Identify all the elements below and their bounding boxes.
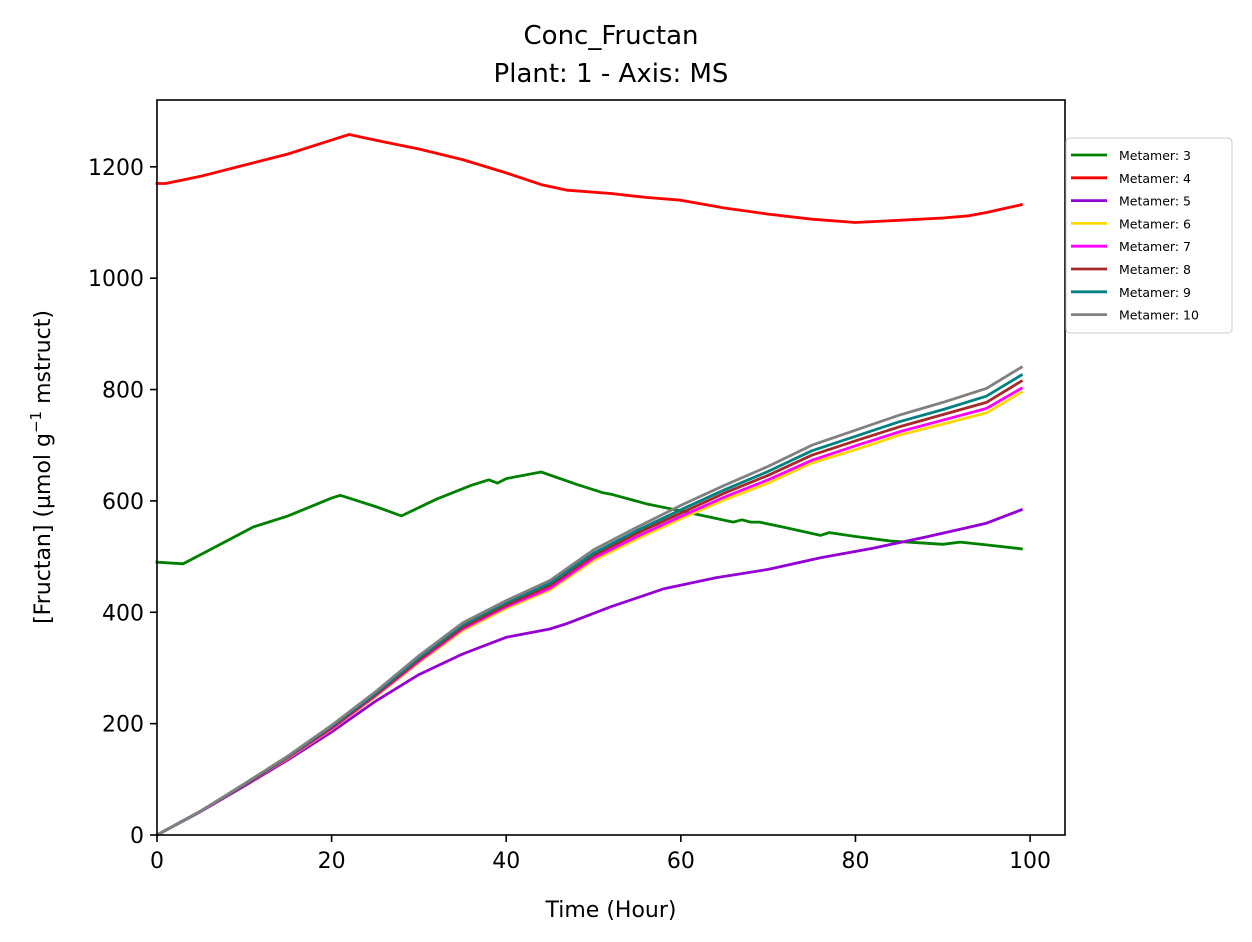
y-tick-label: 800 (102, 379, 144, 404)
x-tick-label: 40 (492, 849, 520, 874)
chart-subtitle: Plant: 1 - Axis: MS (494, 59, 729, 89)
legend: Metamer: 3 Metamer: 4 Metamer: 5 Metamer: 6… (1065, 137, 1233, 334)
x-tick-label: 0 (150, 849, 164, 874)
y-axis-label-superscript: −1 (27, 411, 45, 433)
y-tick-label: 1200 (88, 156, 144, 181)
y-axis-label-suffix: mstruct) (31, 310, 56, 411)
y-tick-label: 200 (102, 713, 144, 738)
x-tick-label: 100 (1009, 849, 1051, 874)
legend-label: Metamer: 10 (1119, 308, 1199, 323)
y-tick-label: 600 (102, 490, 144, 515)
legend-label: Metamer: 4 (1119, 171, 1191, 186)
legend-label: Metamer: 7 (1119, 239, 1191, 254)
series-line-metamer-10 (155, 365, 1024, 837)
series-line-metamer-5 (155, 507, 1024, 837)
x-tick-label: 20 (318, 849, 346, 874)
x-tick-label: 60 (667, 849, 695, 874)
chart-title: Conc_Fructan (524, 21, 699, 51)
series-layer (155, 133, 1024, 837)
x-axis-label: Time (Hour) (545, 898, 677, 923)
plot-frame (156, 99, 1066, 836)
y-axis-label-prefix: [Fructan] (µmol g (31, 433, 56, 624)
y-axis-label: [Fructan] (µmol g−1 mstruct) (27, 310, 56, 624)
x-tick-label: 80 (841, 849, 869, 874)
legend-label: Metamer: 8 (1119, 262, 1191, 277)
series-line-metamer-4 (155, 133, 1023, 224)
legend-label: Metamer: 6 (1119, 216, 1191, 231)
series-line-metamer-3 (155, 470, 1023, 566)
legend-label: Metamer: 3 (1119, 148, 1191, 163)
legend-frame (1065, 137, 1233, 334)
legend-label: Metamer: 9 (1119, 285, 1191, 300)
y-tick-label: 1000 (88, 267, 144, 292)
y-tick-label: 0 (130, 824, 144, 849)
y-tick-label: 400 (102, 601, 144, 626)
legend-label: Metamer: 5 (1119, 194, 1191, 209)
